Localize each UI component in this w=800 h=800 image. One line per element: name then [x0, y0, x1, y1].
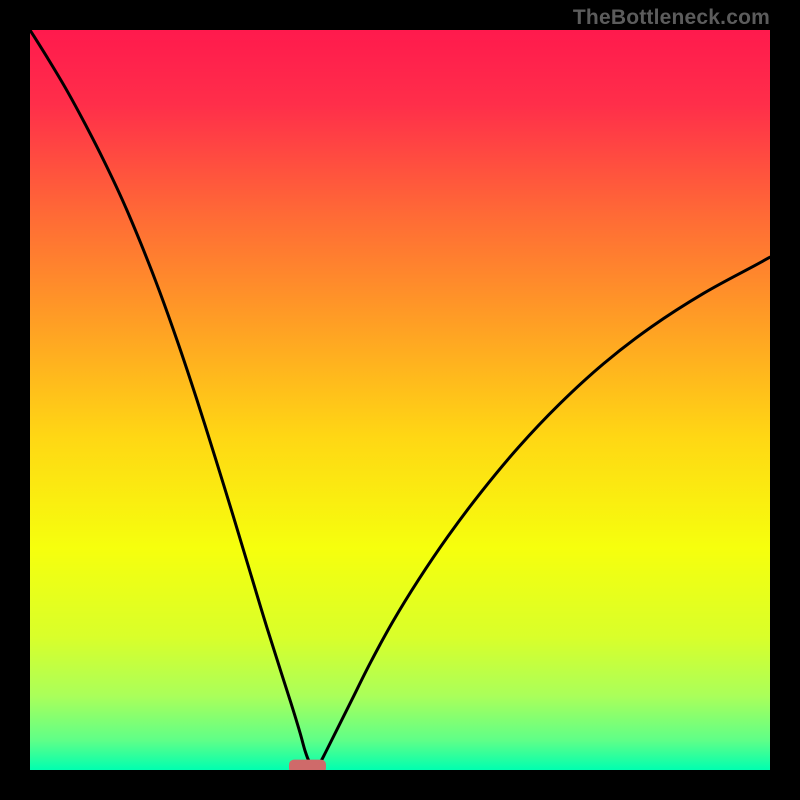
plot-area [30, 30, 770, 770]
chart-container: TheBottleneck.com [0, 0, 800, 800]
min-marker [289, 760, 326, 770]
gradient-background [30, 30, 770, 770]
plot-svg [30, 30, 770, 770]
watermark-text: TheBottleneck.com [573, 6, 770, 30]
